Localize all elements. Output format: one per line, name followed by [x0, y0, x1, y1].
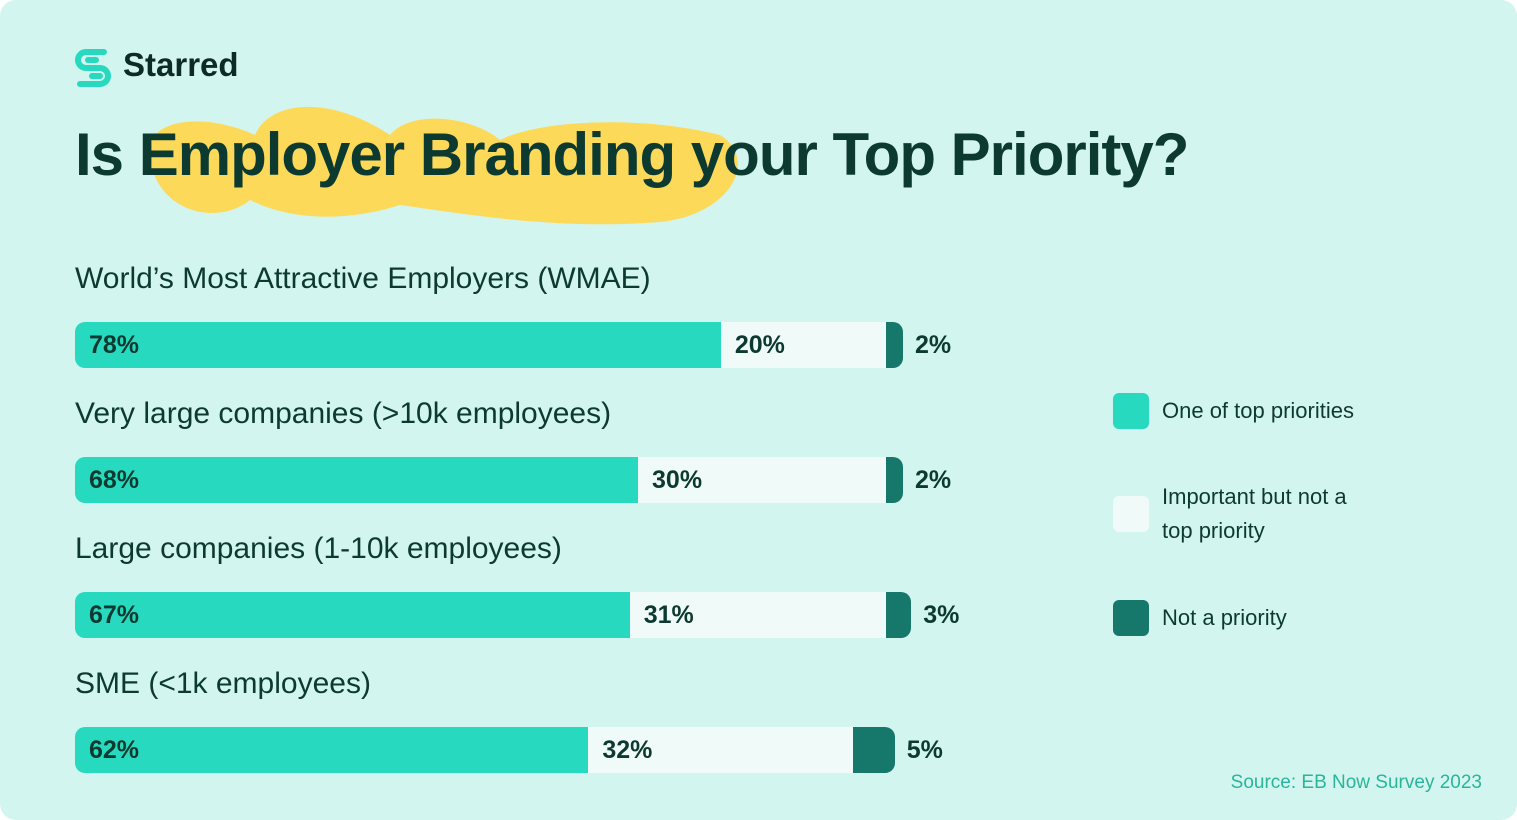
bar-segment — [75, 322, 721, 368]
legend-label: One of top priorities — [1162, 398, 1354, 423]
bar-row — [75, 592, 912, 638]
legend-label: Not a priority — [1162, 605, 1287, 630]
chart-title: Is Employer Branding your Top Priority? — [75, 121, 1189, 188]
bar-segment — [629, 592, 887, 638]
value-label: 67% — [89, 601, 140, 629]
bar-segment — [886, 322, 903, 368]
value-label: 2% — [915, 466, 952, 494]
bar-segment — [886, 592, 912, 638]
value-label: 68% — [89, 466, 140, 494]
bar-row — [75, 322, 903, 368]
bar-row — [75, 727, 895, 773]
category-label: Very large companies (>10k employees) — [75, 397, 612, 430]
value-label: 32% — [602, 736, 653, 764]
value-label: 5% — [906, 736, 943, 764]
category-label: Large companies (1-10k employees) — [75, 532, 562, 565]
bar-segment — [638, 457, 887, 503]
highlight — [148, 106, 738, 225]
legend-swatch — [1113, 496, 1149, 532]
category-label: World’s Most Attractive Employers (WMAE) — [75, 262, 651, 295]
value-label: 20% — [734, 331, 785, 359]
value-label: 3% — [923, 601, 960, 629]
value-label: 78% — [89, 331, 140, 359]
legend-label: Important but not a top priority — [1162, 484, 1347, 543]
value-label: 31% — [643, 601, 694, 629]
bar-segment — [853, 727, 895, 773]
bar-segment — [588, 727, 854, 773]
bar-row — [75, 457, 903, 503]
logo — [75, 49, 111, 87]
decoration — [75, 49, 738, 225]
value-label: 62% — [89, 736, 140, 764]
source: Source: EB Now Survey 2023 — [1230, 772, 1482, 793]
bar-segment — [75, 457, 639, 503]
value-label: 2% — [915, 331, 952, 359]
brand: Starred — [123, 46, 239, 83]
legend-swatch — [1113, 393, 1149, 429]
bar-segment — [720, 322, 887, 368]
bar-segment — [75, 592, 630, 638]
legend-swatch — [1113, 600, 1149, 636]
bar-segment — [75, 727, 589, 773]
category-label: SME (<1k employees) — [75, 667, 371, 700]
bar-segment — [886, 457, 903, 503]
value-label: 30% — [652, 466, 703, 494]
